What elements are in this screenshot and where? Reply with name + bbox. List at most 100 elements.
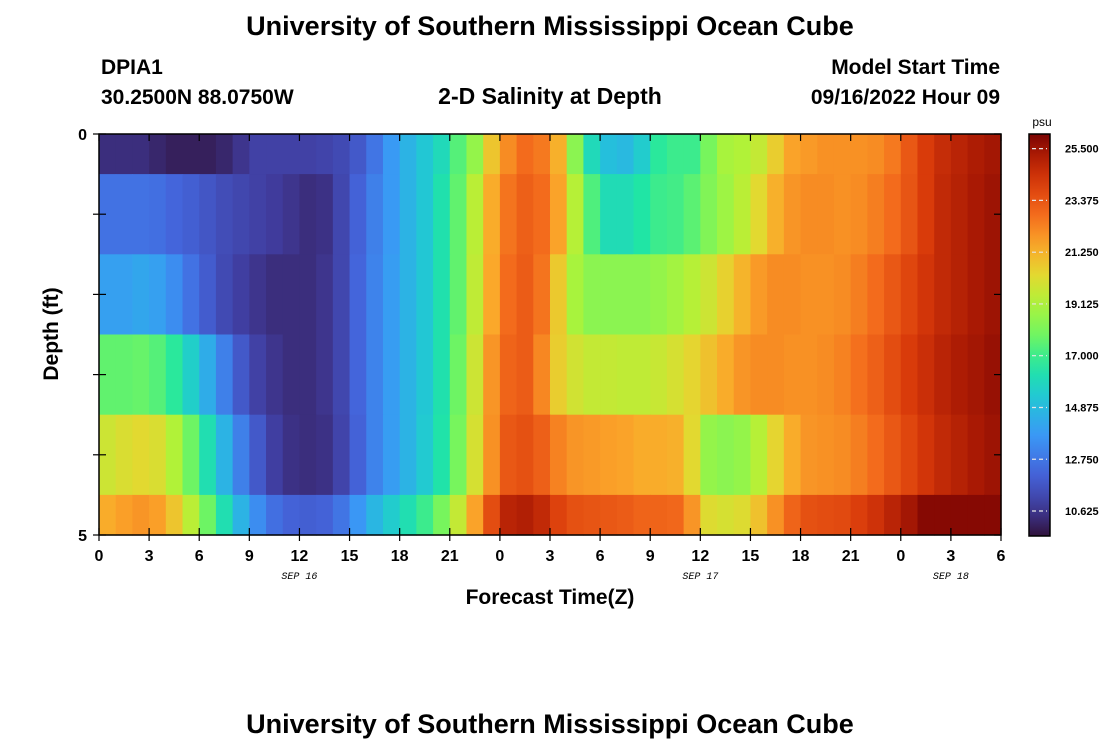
- heatmap-cell: [583, 494, 601, 536]
- heatmap-cell: [99, 134, 117, 175]
- model-start-value: 09/16/2022 Hour 09: [810, 86, 1000, 109]
- x-tick-label: 18: [792, 548, 810, 565]
- heatmap-cell: [199, 134, 217, 175]
- heatmap-cell: [249, 494, 267, 536]
- heatmap-cell: [249, 334, 267, 416]
- heatmap-cell: [550, 334, 568, 416]
- x-tick-label: 0: [95, 548, 104, 565]
- heatmap-cell: [783, 134, 802, 175]
- heatmap-cell: [483, 174, 501, 255]
- heatmap-cell: [900, 254, 919, 336]
- heatmap-cell: [850, 414, 868, 496]
- heatmap-cell: [616, 494, 635, 536]
- heatmap-cell: [232, 494, 250, 536]
- date-label: SEP 18: [933, 572, 969, 583]
- heatmap-cell: [817, 134, 835, 175]
- heatmap-cell: [449, 414, 468, 496]
- heatmap-cell: [850, 174, 868, 255]
- heatmap-cell: [282, 414, 301, 496]
- heatmap-cell: [566, 254, 584, 336]
- heatmap-cell: [934, 494, 952, 536]
- x-tick-label: 21: [441, 548, 459, 565]
- model-start-label: Model Start Time: [831, 56, 1000, 79]
- heatmap-cell: [800, 334, 818, 416]
- heatmap-cell: [884, 334, 902, 416]
- heatmap-cell: [750, 134, 768, 175]
- heatmap-cell: [433, 174, 451, 255]
- heatmap-cell: [215, 334, 234, 416]
- heatmap-cell: [700, 134, 718, 175]
- heatmap-cell: [115, 254, 133, 336]
- heatmap-cell: [165, 414, 184, 496]
- heatmap-cell: [566, 494, 584, 536]
- heatmap-cell: [399, 414, 417, 496]
- heatmap-cell: [366, 254, 384, 336]
- heatmap-cell: [132, 174, 150, 255]
- heatmap-cells: [99, 134, 1002, 536]
- heatmap-cell: [299, 174, 317, 255]
- heatmap-cell: [850, 494, 868, 536]
- heatmap-cell: [399, 334, 417, 416]
- heatmap-cell: [683, 334, 701, 416]
- heatmap-cell: [499, 174, 518, 255]
- heatmap-cell: [817, 414, 835, 496]
- heatmap-cell: [900, 414, 919, 496]
- heatmap-cell: [600, 334, 618, 416]
- heatmap-cell: [783, 174, 802, 255]
- heatmap-cell: [666, 134, 685, 175]
- heatmap-cell: [433, 334, 451, 416]
- heatmap-cell: [917, 134, 935, 175]
- heatmap-cell: [266, 174, 284, 255]
- colorbar-tick-label: 23.375: [1065, 195, 1099, 207]
- x-tick-label: 18: [391, 548, 409, 565]
- x-tick-label: 15: [341, 548, 359, 565]
- heatmap-cell: [182, 174, 200, 255]
- heatmap-cell: [516, 334, 534, 416]
- heatmap-cell: [499, 494, 518, 536]
- heatmap-cell: [416, 134, 434, 175]
- colorbar-tick-label: 12.750: [1065, 454, 1099, 466]
- heatmap-cell: [967, 494, 985, 536]
- heatmap-cell: [700, 174, 718, 255]
- heatmap-cell: [934, 174, 952, 255]
- x-tick-label: 12: [291, 548, 309, 565]
- heatmap-cell: [900, 174, 919, 255]
- heatmap-cell: [516, 134, 534, 175]
- heatmap-cell: [700, 254, 718, 336]
- heatmap-cell: [600, 174, 618, 255]
- heatmap-cell: [249, 134, 267, 175]
- heatmap-cell: [967, 134, 985, 175]
- heatmap-cell: [483, 334, 501, 416]
- heatmap-cell: [800, 414, 818, 496]
- heatmap-cell: [934, 254, 952, 336]
- heatmap-cell: [950, 334, 969, 416]
- heatmap-cell: [466, 174, 484, 255]
- heatmap-cell: [533, 494, 551, 536]
- heatmap-cell: [800, 494, 818, 536]
- heatmap-cell: [533, 174, 551, 255]
- heatmap-cell: [382, 134, 401, 175]
- heatmap-cell: [416, 414, 434, 496]
- heatmap-cell: [533, 414, 551, 496]
- heatmap-cell: [182, 414, 200, 496]
- heatmap-cell: [416, 174, 434, 255]
- heatmap-cell: [433, 494, 451, 536]
- heatmap-cell: [666, 494, 685, 536]
- heatmap-cell: [199, 254, 217, 336]
- heatmap-cell: [683, 174, 701, 255]
- heatmap-cell: [215, 494, 234, 536]
- heatmap-cell: [399, 254, 417, 336]
- heatmap-cell: [366, 334, 384, 416]
- heatmap-cell: [616, 134, 635, 175]
- heatmap-cell: [366, 414, 384, 496]
- heatmap-cell: [967, 414, 985, 496]
- heatmap-cell: [833, 414, 852, 496]
- heatmap-cell: [132, 494, 150, 536]
- heatmap-cell: [600, 414, 618, 496]
- date-labels: SEP 16 SEP 17 SEP 18: [281, 572, 968, 583]
- heatmap-cell: [232, 334, 250, 416]
- heatmap-cell: [266, 494, 284, 536]
- heatmap-cell: [650, 494, 668, 536]
- heatmap-cell: [516, 254, 534, 336]
- heatmap-cell: [700, 494, 718, 536]
